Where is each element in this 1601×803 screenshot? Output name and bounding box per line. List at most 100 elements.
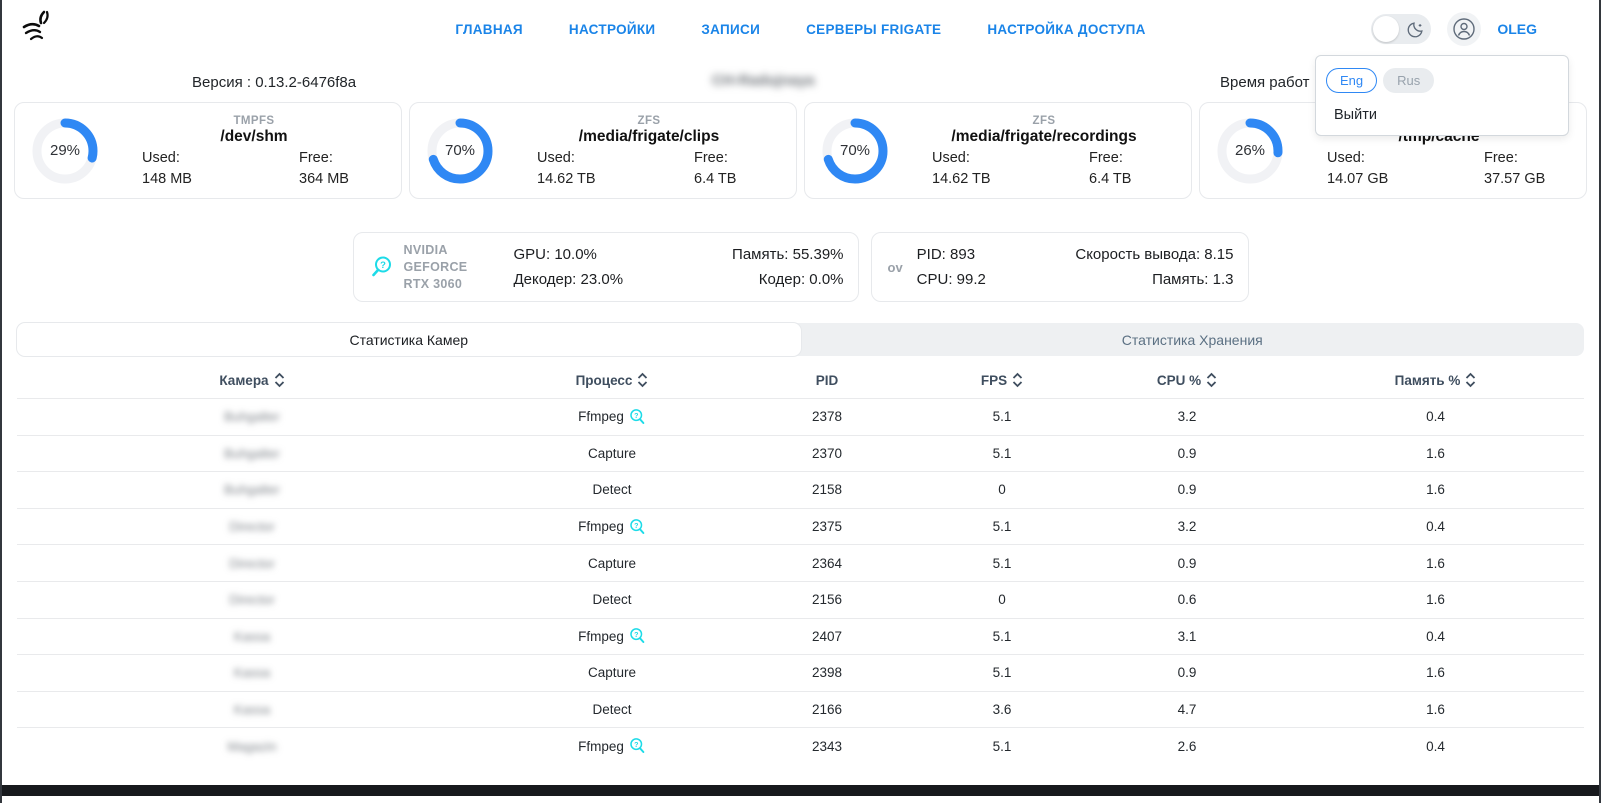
table-row: Director Detect ? 2156 0 0.6 1.6: [17, 580, 1584, 618]
process-info-icon[interactable]: ?: [628, 408, 646, 426]
cpu-value: 3.1: [1177, 628, 1197, 644]
ov-memory: Память: 1.3: [1152, 271, 1234, 288]
gpu-decoder: Декодер: 23.0%: [513, 271, 624, 288]
column-header-cpu[interactable]: CPU %: [1087, 372, 1287, 388]
cpu-value: 0.9: [1177, 665, 1197, 681]
ov-pid: PID: 893: [916, 246, 976, 263]
process-name: Capture: [587, 665, 637, 681]
svg-text:?: ?: [634, 521, 638, 529]
memory-value: 0.4: [1426, 628, 1445, 644]
tab-storage-stats[interactable]: Статистика Хранения: [1121, 331, 1263, 348]
memory-value: 1.6: [1426, 555, 1445, 571]
version-label: Версия : 0.13.2-6476f8a: [192, 74, 357, 91]
process-name: Detect: [592, 592, 632, 608]
usage-percent: 29%: [49, 142, 81, 159]
mount-path: /media/frigate/clips: [578, 127, 720, 145]
used-value: 14.62 TB: [537, 170, 596, 187]
table-header: Камера Процесс PID FPS CPU % Память %: [17, 362, 1584, 398]
lang-eng-button[interactable]: Eng: [1326, 68, 1378, 93]
window-bottom-edge: [2, 785, 1599, 796]
fps-value: 0: [998, 482, 1006, 498]
user-avatar-button[interactable]: [1447, 12, 1482, 46]
logout-menu-item[interactable]: Выйти: [1334, 107, 1377, 123]
process-name: Capture: [587, 445, 637, 461]
sort-icon: [1012, 372, 1023, 388]
table-row: Director Ffmpeg ? 2375 5.1 3.2 0.4: [17, 507, 1584, 545]
gpu-memory: Память: 55.39%: [732, 246, 844, 263]
usage-donut-chart: 26%: [1214, 115, 1286, 187]
usage-percent: 26%: [1234, 142, 1266, 159]
fps-value: 5.1: [992, 738, 1012, 754]
used-label: Used:: [537, 149, 575, 166]
uptime-label: Время работ: [1220, 74, 1310, 91]
camera-name-blurred: Buhgalter: [224, 445, 280, 461]
process-info-icon[interactable]: ?: [628, 737, 646, 755]
cpu-value: 3.2: [1177, 409, 1197, 425]
main-nav: ГЛАВНАЯ НАСТРОЙКИ ЗАПИСИ СЕРВЕРЫ FRIGATE…: [2, 22, 1599, 37]
process-info-icon[interactable]: ?: [628, 518, 646, 536]
fps-value: 5.1: [992, 445, 1012, 461]
camera-stats-table: Камера Процесс PID FPS CPU % Память %: [17, 362, 1584, 764]
fs-type-label: TMPFS: [233, 114, 275, 127]
pid-value: 2407: [811, 628, 843, 644]
process-cards-row: ? NVIDIA GEFORCE RTX 3060 GPU: 10.0% Дек…: [2, 232, 1599, 302]
camera-name-blurred: Kassa: [233, 665, 271, 681]
user-name[interactable]: OLEG: [1497, 21, 1537, 37]
process-name: Ffmpeg: [578, 628, 624, 644]
frigate-logo[interactable]: [16, 8, 58, 50]
pid-value: 2156: [811, 592, 843, 608]
storage-card-recordings: 70% ZFS /media/frigate/recordings Used: …: [804, 102, 1192, 199]
toggle-knob: [1373, 16, 1400, 42]
free-label: Free:: [299, 149, 333, 166]
memory-value: 1.6: [1426, 482, 1445, 498]
camera-name-blurred: Buhgalter: [224, 409, 280, 425]
nav-item-recordings[interactable]: ЗАПИСИ: [701, 21, 761, 37]
used-value: 14.62 TB: [932, 170, 991, 187]
column-header-memory[interactable]: Память %: [1287, 372, 1584, 388]
column-header-fps[interactable]: FPS: [917, 372, 1087, 388]
used-label: Used:: [1327, 149, 1365, 166]
lang-rus-button[interactable]: Rus: [1383, 68, 1435, 93]
cpu-value: 0.9: [1177, 445, 1197, 461]
gpu-info-icon[interactable]: ?: [370, 255, 394, 279]
nav-item-frigate-servers[interactable]: СЕРВЕРЫ FRIGATE: [806, 21, 942, 37]
memory-value: 1.6: [1426, 445, 1445, 461]
svg-text:?: ?: [634, 631, 638, 639]
ov-cpu: CPU: 99.2: [916, 271, 986, 288]
fps-value: 5.1: [992, 555, 1012, 571]
process-name: Ffmpeg: [578, 519, 624, 535]
nav-item-access-settings[interactable]: НАСТРОЙКА ДОСТУПА: [987, 21, 1146, 37]
tab-camera-stats[interactable]: Статистика Камер: [17, 323, 801, 356]
table-row: Buhgalter Capture ? 2370 5.1 0.9 1.6: [17, 434, 1584, 472]
memory-value: 0.4: [1426, 519, 1445, 535]
theme-toggle[interactable]: [1371, 14, 1432, 44]
pid-value: 2370: [811, 445, 843, 461]
svg-text:?: ?: [634, 741, 638, 749]
gpu-usage: GPU: 10.0%: [513, 246, 597, 263]
fps-value: 5.1: [992, 628, 1012, 644]
camera-name-blurred: Director: [229, 555, 275, 571]
nav-item-settings[interactable]: НАСТРОЙКИ: [568, 21, 656, 37]
process-name: Ffmpeg: [578, 738, 624, 754]
used-label: Used:: [932, 149, 970, 166]
storage-card-dev-shm: 29% TMPFS /dev/shm Used: 148 MB Free: 36…: [14, 102, 402, 199]
fps-value: 5.1: [992, 519, 1012, 535]
column-header-camera[interactable]: Камера: [17, 372, 487, 388]
top-header: ГЛАВНАЯ НАСТРОЙКИ ЗАПИСИ СЕРВЕРЫ FRIGATE…: [2, 0, 1599, 58]
used-value: 148 MB: [142, 170, 192, 187]
sort-icon: [1466, 372, 1476, 388]
gpu-stats-left: GPU: 10.0% Декодер: 23.0%: [514, 242, 624, 292]
nav-item-home[interactable]: ГЛАВНАЯ: [455, 21, 523, 37]
ov-card: ov PID: 893 CPU: 99.2 Скорость вывода: 8…: [870, 232, 1249, 302]
used-value: 14.07 GB: [1327, 170, 1389, 187]
column-header-pid: PID: [815, 372, 839, 388]
pid-value: 2375: [811, 519, 843, 535]
free-label: Free:: [1484, 149, 1518, 166]
column-header-process[interactable]: Процесс: [487, 372, 737, 388]
camera-name-blurred: Buhgalter: [224, 482, 280, 498]
stats-tabs: Статистика Камер Статистика Хранения: [17, 323, 1584, 356]
process-info-icon[interactable]: ?: [628, 627, 646, 645]
process-name: Detect: [592, 482, 632, 498]
free-value: 364 MB: [299, 170, 349, 187]
pid-value: 2166: [811, 702, 843, 718]
